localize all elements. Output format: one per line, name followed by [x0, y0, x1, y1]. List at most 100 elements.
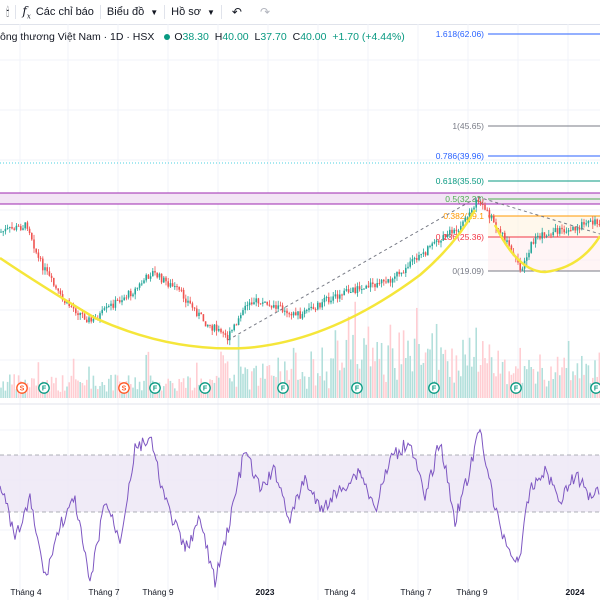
trend-line-up[interactable] — [227, 196, 479, 341]
event-marker-icon[interactable]: F — [38, 382, 50, 394]
event-marker-icon[interactable]: S — [118, 382, 130, 394]
redo-button[interactable]: ↷ — [252, 0, 278, 24]
event-marker-icon[interactable]: F — [590, 382, 600, 394]
candle-body — [158, 273, 161, 278]
indicators-button[interactable]: fx Các chỉ báo — [16, 0, 100, 24]
chart-menu-button[interactable]: Biểu đồ ▼ — [101, 0, 164, 24]
volume-bar — [211, 380, 213, 398]
volume-bar — [231, 381, 233, 398]
undo-button[interactable]: ↶ — [222, 0, 252, 24]
candle-body — [455, 229, 458, 232]
volume-bar — [541, 367, 543, 398]
candle-body — [13, 228, 15, 230]
candle-body — [585, 223, 587, 225]
event-marker-icon[interactable]: F — [351, 382, 363, 394]
candle-body — [559, 227, 561, 234]
volume-bar — [528, 359, 530, 398]
candle-body — [127, 290, 130, 298]
candle-body — [288, 313, 290, 315]
ohlc-values: O38.30 H40.00 L37.70 C40.00 +1.70 (+4.44… — [174, 31, 405, 43]
volume-bar — [79, 382, 81, 398]
candle-body — [174, 286, 176, 288]
volume-bar — [92, 375, 95, 398]
candle-body — [330, 300, 332, 303]
volume-bar — [455, 355, 458, 398]
event-marker-icon[interactable]: F — [277, 382, 289, 394]
candle-body — [226, 334, 229, 341]
candle-body — [303, 310, 306, 314]
event-marker-icon[interactable]: F — [428, 382, 440, 394]
candle-body — [121, 300, 123, 303]
event-marker-icon[interactable]: F — [199, 382, 211, 394]
volume-bar — [396, 379, 398, 398]
event-marker-icon[interactable]: S — [16, 382, 28, 394]
candle-body — [521, 268, 524, 271]
candle-body — [567, 230, 570, 232]
cup-curve[interactable] — [0, 209, 477, 350]
volume-bar — [141, 390, 143, 398]
candle-body — [284, 310, 286, 312]
volume-bar — [229, 378, 231, 398]
candle-body — [209, 324, 211, 326]
time-axis-label: Tháng 7 — [88, 587, 119, 597]
volume-bar — [53, 383, 55, 398]
volume-bar — [457, 370, 460, 398]
candle-body — [202, 314, 205, 322]
volume-bar — [220, 351, 222, 398]
candle-body — [596, 219, 598, 225]
volume-bar — [112, 390, 114, 398]
volume-bar — [402, 330, 405, 398]
candle-body — [345, 289, 348, 291]
volume-bar — [59, 391, 62, 398]
volume-bar — [185, 387, 187, 398]
volume-bar — [343, 367, 345, 398]
event-marker-icon[interactable]: F — [149, 382, 161, 394]
handle-curve[interactable] — [493, 224, 600, 274]
volume-bar — [411, 371, 414, 398]
volume-bar — [325, 371, 328, 398]
volume-bar — [435, 323, 438, 398]
volume-bar — [561, 367, 563, 398]
volume-bar — [416, 307, 418, 398]
candle-body — [317, 302, 319, 310]
candle-body — [103, 308, 106, 310]
volume-bars — [0, 301, 600, 398]
candle-body — [570, 230, 572, 232]
candle-body — [101, 309, 103, 314]
symbol-title[interactable]: ông thương Việt Nam · 1D · HSX — [0, 31, 155, 43]
candle-body — [235, 324, 238, 326]
fib-level-label: 0(19.09) — [452, 266, 484, 276]
volume-bar — [576, 363, 579, 398]
fib-level-label: 0.236(25.36) — [436, 232, 484, 242]
volume-bar — [226, 361, 229, 398]
candle-body — [222, 332, 224, 334]
candle-body — [152, 271, 154, 277]
indicators-label: Các chỉ báo — [35, 6, 94, 18]
chart-type-button[interactable]: 🕯︎ — [0, 0, 15, 24]
candle-body — [418, 255, 420, 260]
volume-bar — [598, 352, 600, 398]
volume-bar — [233, 374, 235, 398]
candle-body — [598, 224, 600, 226]
time-axis[interactable]: Tháng 4 Tháng 7 Tháng 9 2023 Tháng 4 Tháng 7 T… — [10, 587, 584, 597]
volume-bar — [574, 375, 576, 398]
volume-bar — [543, 379, 546, 398]
profile-menu-button[interactable]: Hồ sơ ▼ — [165, 0, 221, 24]
event-marker-icon[interactable]: F — [510, 382, 522, 394]
candle-body — [189, 300, 191, 304]
volume-bar — [266, 366, 268, 398]
candle-body — [39, 257, 42, 259]
volume-bar — [171, 383, 174, 398]
volume-bar — [215, 375, 218, 398]
volume-bar — [191, 390, 194, 398]
volume-bar — [563, 357, 565, 398]
candle-body — [369, 282, 372, 288]
volume-bar — [312, 359, 315, 398]
volume-bar — [572, 371, 574, 398]
candle-body — [112, 303, 114, 308]
candle-body — [400, 272, 403, 275]
volume-bar — [297, 379, 299, 398]
candle-body — [532, 242, 535, 244]
